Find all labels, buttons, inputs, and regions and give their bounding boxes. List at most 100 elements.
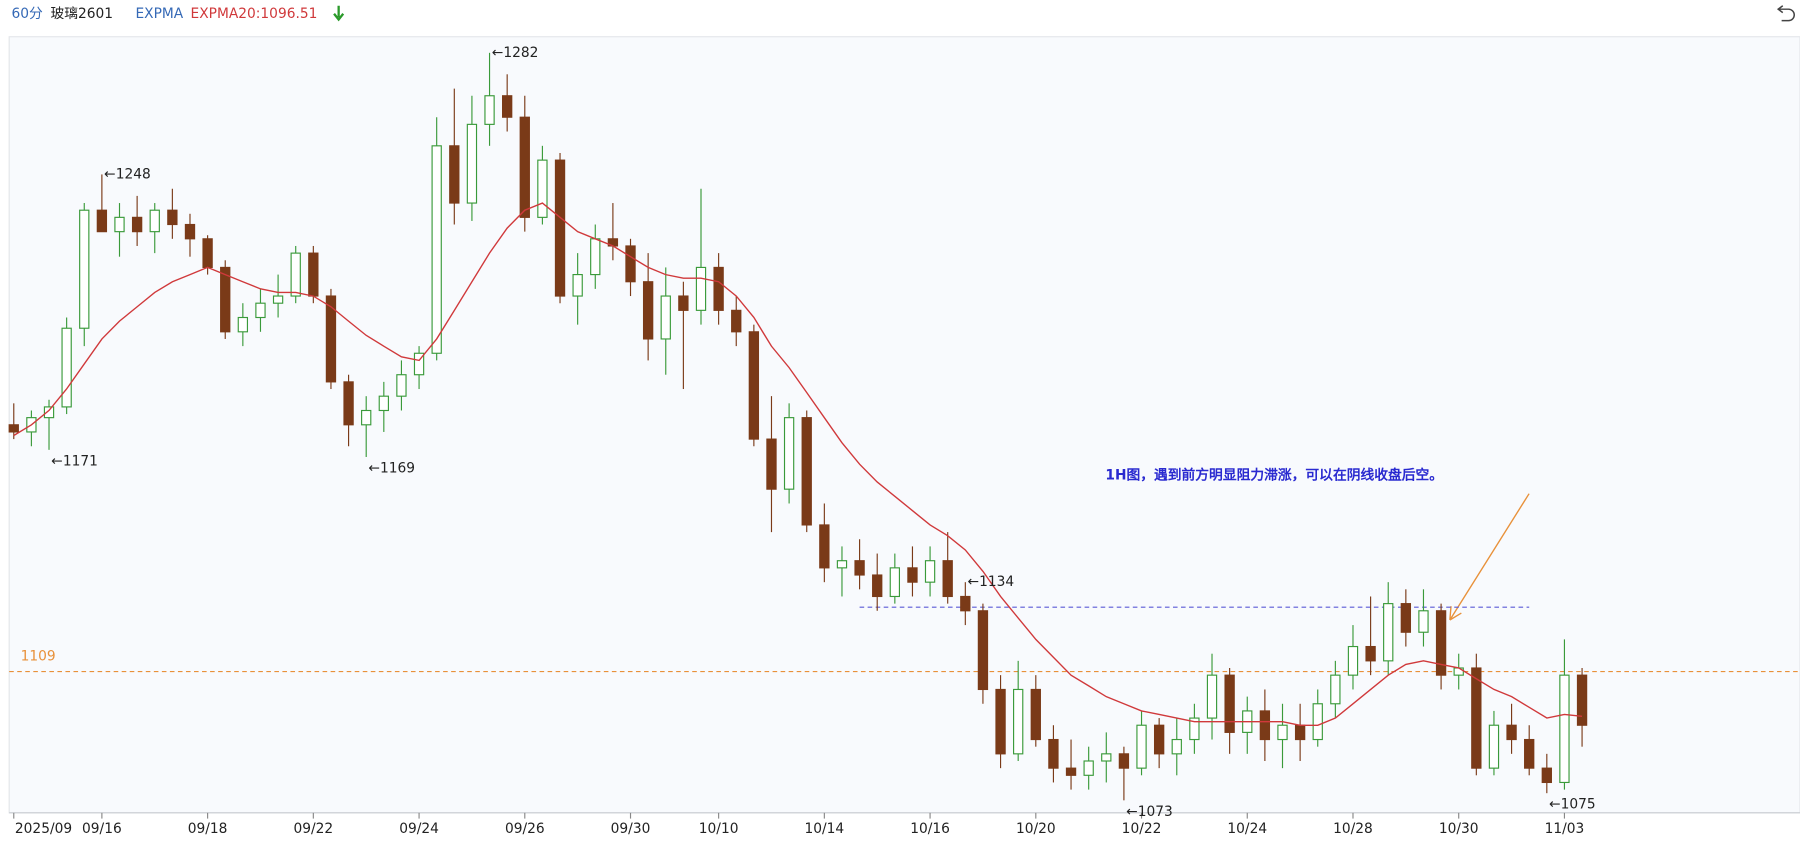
- down-arrow-icon: [333, 5, 345, 22]
- candle-body: [466, 123, 478, 204]
- x-tick-label: 10/10: [699, 821, 739, 837]
- candle-body: [695, 266, 707, 311]
- candle-body: [1171, 738, 1182, 755]
- candle-body: [977, 610, 989, 691]
- extreme-label: ←1282: [492, 45, 539, 61]
- candle-body: [502, 95, 513, 118]
- candle-body: [642, 281, 654, 340]
- candle-body: [1576, 674, 1588, 726]
- back-icon[interactable]: [1776, 5, 1795, 22]
- indicator-name: EXPMA: [135, 6, 183, 22]
- candle-body: [1506, 724, 1517, 741]
- candle-body: [61, 327, 72, 408]
- ema-line: [13, 202, 1583, 726]
- x-tick-label: 2025/09: [15, 821, 72, 837]
- x-tick-label: 10/24: [1227, 821, 1267, 837]
- x-tick-label: 10/22: [1122, 821, 1162, 837]
- candle-body: [1453, 667, 1464, 676]
- candle-body: [114, 216, 125, 233]
- candle-body: [1136, 724, 1147, 769]
- candle-body: [924, 560, 936, 583]
- extreme-label: ←1171: [51, 453, 98, 469]
- extreme-label: ←1075: [1549, 797, 1596, 813]
- candle-body: [1365, 645, 1376, 662]
- candle-body: [1259, 710, 1271, 741]
- candle-body: [801, 417, 812, 526]
- x-tick-label: 09/24: [399, 821, 439, 837]
- candle-body: [131, 216, 143, 233]
- candle-body: [1083, 760, 1094, 776]
- candle-body: [1189, 717, 1200, 741]
- candle-body: [1524, 738, 1535, 769]
- candle-body: [1048, 738, 1059, 769]
- candle-body: [167, 209, 178, 226]
- candle-body: [554, 159, 566, 297]
- candle-body: [413, 352, 425, 376]
- candle-body: [1330, 674, 1341, 705]
- extreme-label: ←1169: [368, 460, 415, 476]
- period: 60分: [11, 6, 43, 22]
- candle-body: [1312, 703, 1323, 741]
- candle-body: [907, 567, 918, 583]
- candle-body: [1471, 667, 1482, 769]
- candle-body: [202, 238, 213, 269]
- candle-body: [1118, 753, 1130, 769]
- candle-body: [8, 424, 19, 433]
- candle-body: [1435, 610, 1447, 676]
- candle-body: [766, 438, 777, 490]
- candle-body: [343, 381, 354, 426]
- candle-body: [1153, 724, 1165, 755]
- candle-body: [537, 159, 548, 218]
- candle-body: [272, 295, 284, 304]
- extreme-label: ←1073: [1126, 804, 1173, 820]
- candle-body: [290, 252, 301, 297]
- candle-body: [889, 567, 901, 598]
- candle-body: [1383, 603, 1394, 662]
- candle-body: [678, 295, 689, 311]
- annotation: 1H图，遇到前方明显阻力滞涨，可以在阴线收盘后空。: [1105, 466, 1443, 483]
- candle-body: [220, 266, 231, 333]
- candle-body: [1418, 610, 1429, 633]
- candle-body: [819, 524, 830, 569]
- candle-body: [1101, 753, 1112, 762]
- x-tick-label: 09/22: [294, 821, 334, 837]
- candle-body: [731, 309, 742, 333]
- candle-body: [572, 274, 583, 297]
- candle-body: [783, 417, 795, 490]
- candle-body: [1013, 688, 1024, 755]
- candle-body: [960, 595, 971, 612]
- extreme-label: ←1134: [968, 574, 1015, 590]
- candle-body: [872, 574, 883, 598]
- candle-body: [484, 95, 495, 125]
- candle-body: [748, 331, 760, 440]
- candle-body: [431, 145, 442, 354]
- candle-body: [854, 560, 865, 576]
- candle-body: [1030, 688, 1041, 741]
- x-tick-label: 10/14: [805, 821, 845, 837]
- candle-body: [995, 688, 1006, 755]
- candle-body: [308, 252, 319, 297]
- x-tick-label: 09/30: [611, 821, 651, 837]
- candle-body: [590, 238, 601, 276]
- x-tick-label: 10/30: [1439, 821, 1479, 837]
- candle-body: [79, 209, 90, 329]
- candle-body: [1541, 767, 1552, 784]
- x-tick-label: 09/26: [505, 821, 545, 837]
- x-tick-label: 11/03: [1545, 821, 1585, 837]
- candle-body: [237, 316, 249, 333]
- candle-body: [942, 560, 953, 598]
- candle-body: [1400, 603, 1412, 633]
- candle-body: [96, 209, 108, 233]
- candle-body: [836, 560, 848, 569]
- indicator-value: EXPMA20:1096.51: [191, 6, 318, 22]
- extreme-label: ←1248: [104, 166, 151, 182]
- candle-body: [713, 266, 724, 311]
- candle-body: [255, 302, 266, 319]
- annotation-arrow: [1449, 493, 1530, 621]
- x-tick-label: 10/28: [1333, 821, 1373, 837]
- candle-body: [361, 409, 372, 426]
- candle-body: [378, 395, 389, 412]
- candle-body: [1347, 645, 1359, 676]
